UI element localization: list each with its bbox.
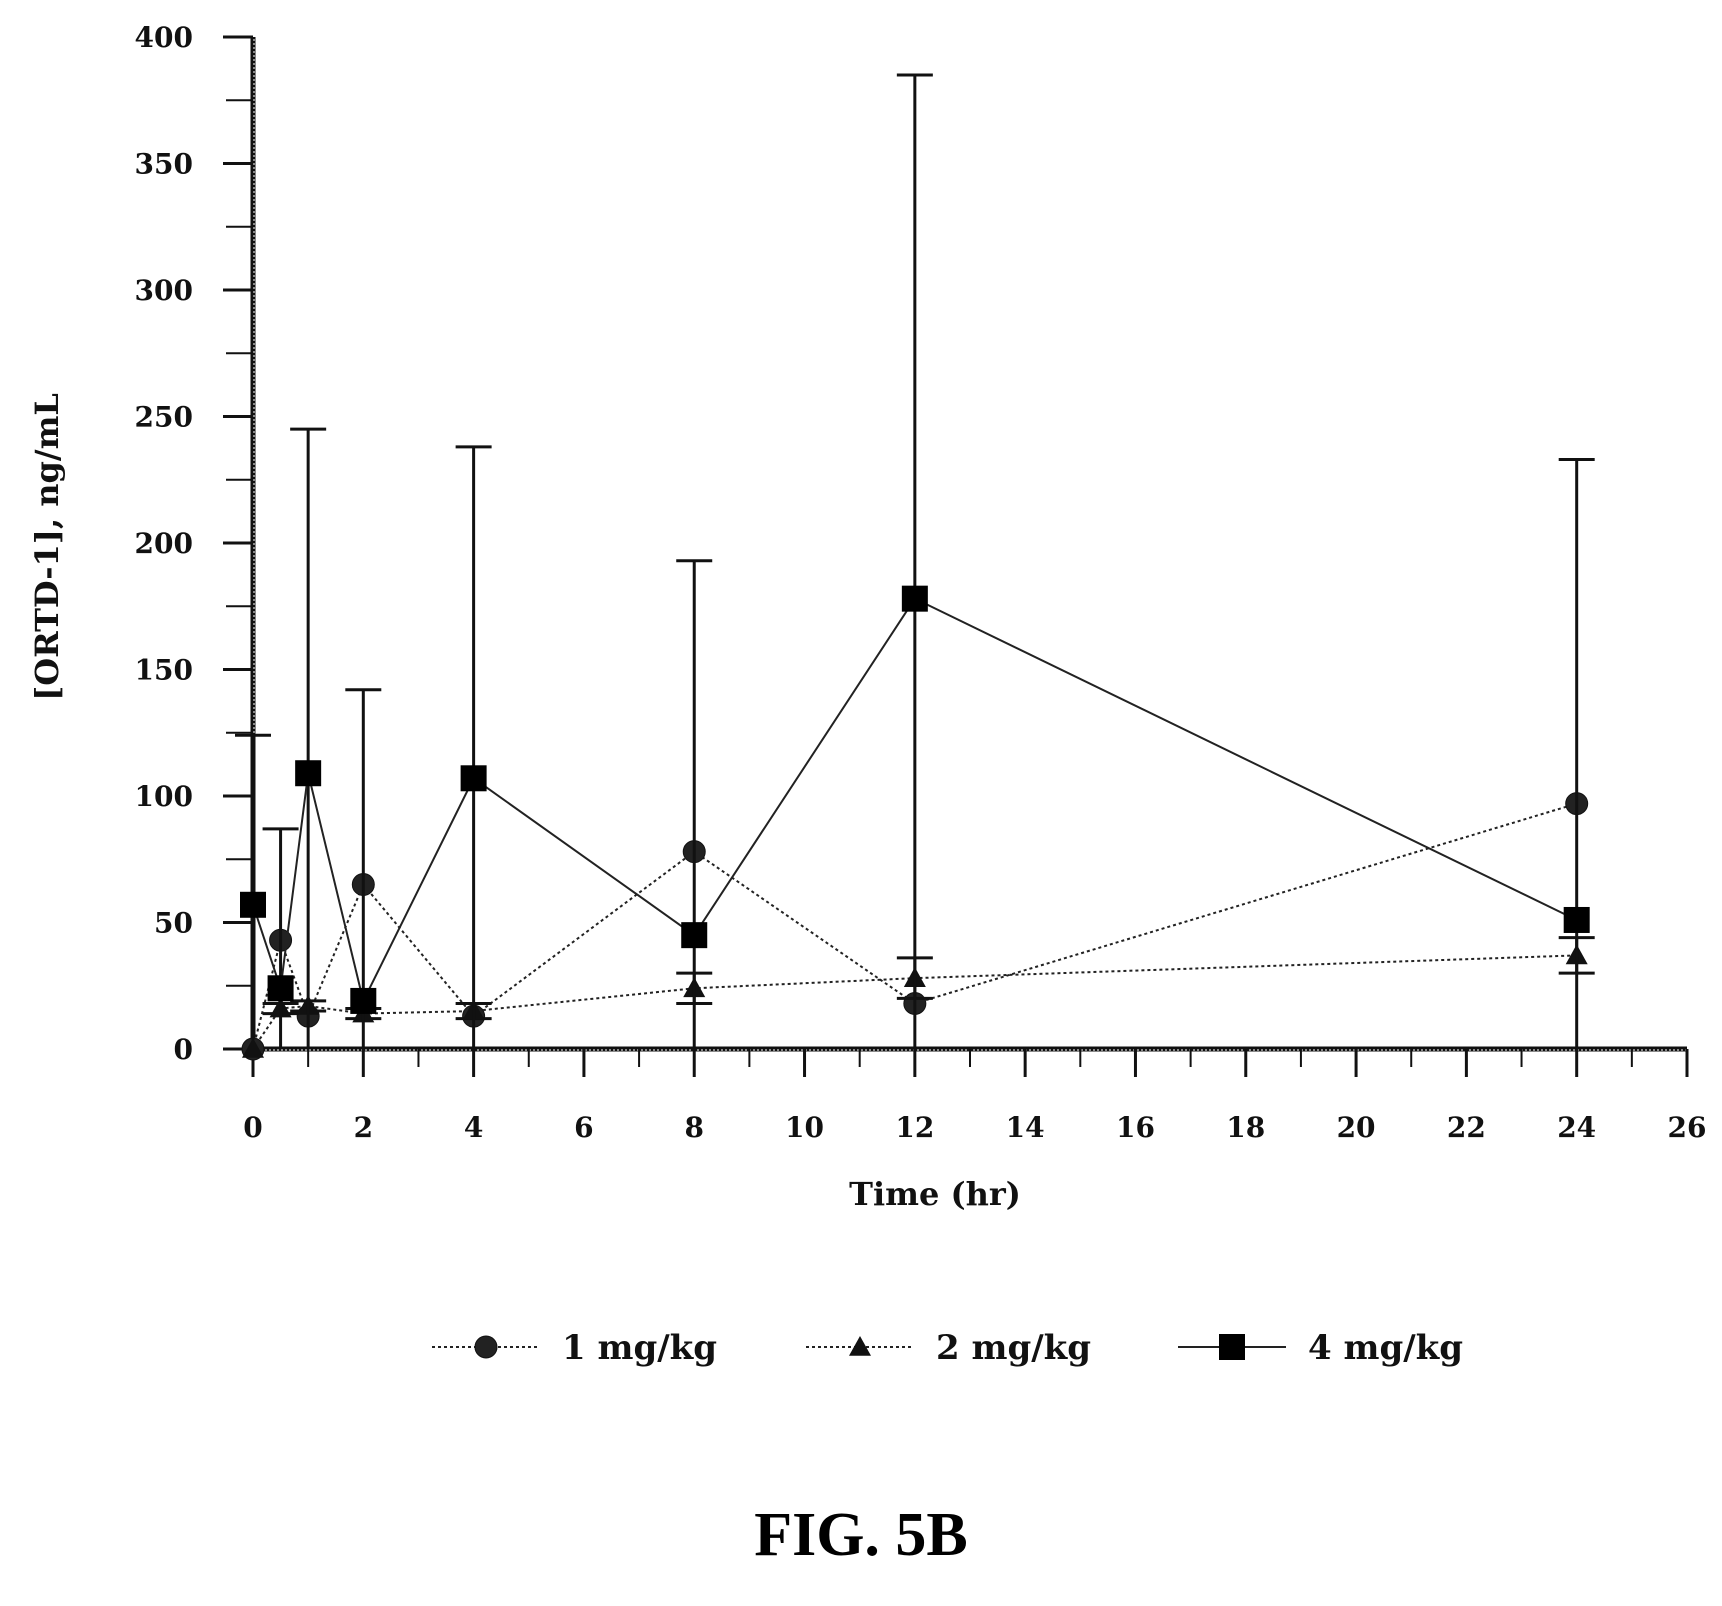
y-tick-label: 350 xyxy=(135,148,193,181)
y-tick-label: 0 xyxy=(174,1033,193,1066)
data-point xyxy=(240,891,266,918)
x-tick-label: 24 xyxy=(1557,1111,1596,1144)
x-tick-label: 26 xyxy=(1668,1111,1707,1144)
series-2 xyxy=(242,936,1595,1058)
series-line xyxy=(252,597,1578,1004)
x-tick-label: 8 xyxy=(684,1111,703,1144)
data-point xyxy=(267,975,294,1002)
y-axis-title: [ORTD-1], ng/mL xyxy=(28,393,66,701)
y-tick-label: 100 xyxy=(135,780,193,813)
legend-label: 1 mg/kg xyxy=(562,1328,717,1368)
y-tick-label: 400 xyxy=(135,21,193,54)
x-tick-label: 22 xyxy=(1447,1111,1486,1144)
y-tick-label: 50 xyxy=(154,907,193,940)
x-tick-label: 14 xyxy=(1006,1111,1045,1144)
legend-marker xyxy=(474,1335,498,1359)
legend-item-2: 2 mg/kg xyxy=(806,1328,1091,1368)
x-tick-label: 16 xyxy=(1116,1111,1155,1144)
series-line xyxy=(252,802,1577,1050)
data-point xyxy=(1563,906,1590,933)
legend: 1 mg/kg 2 mg/kg 4 mg/kg xyxy=(432,1328,1463,1368)
y-tick-label: 150 xyxy=(135,654,193,687)
figure-label: FIG. 5B xyxy=(754,1501,968,1569)
y-tick-label: 200 xyxy=(135,527,193,560)
legend-item-1: 1 mg/kg xyxy=(432,1328,717,1368)
x-tick-label: 0 xyxy=(243,1111,262,1144)
legend-label: 4 mg/kg xyxy=(1308,1328,1463,1368)
series-line xyxy=(252,954,1577,1050)
x-tick-label: 2 xyxy=(354,1111,373,1144)
series-layer xyxy=(235,73,1595,1061)
legend-item-3: 4 mg/kg xyxy=(1178,1328,1463,1368)
x-axis-title: Time (hr) xyxy=(849,1175,1021,1213)
x-tick-label: 20 xyxy=(1337,1111,1376,1144)
x-tick-label: 10 xyxy=(785,1111,824,1144)
legend-label: 2 mg/kg xyxy=(936,1328,1091,1368)
data-point xyxy=(460,765,487,792)
data-point xyxy=(901,585,928,612)
data-point xyxy=(295,760,322,787)
x-tick-label: 6 xyxy=(574,1111,593,1144)
y-tick-label: 300 xyxy=(135,274,193,307)
y-tick-label: 250 xyxy=(135,401,193,434)
data-point xyxy=(681,922,708,949)
legend-marker xyxy=(1219,1334,1245,1360)
data-point xyxy=(350,987,377,1014)
series-3 xyxy=(235,73,1595,1049)
x-tick-label: 4 xyxy=(464,1111,483,1144)
x-tick-label: 18 xyxy=(1226,1111,1265,1144)
legend-marker xyxy=(849,1336,871,1356)
x-tick-label: 12 xyxy=(895,1111,934,1144)
